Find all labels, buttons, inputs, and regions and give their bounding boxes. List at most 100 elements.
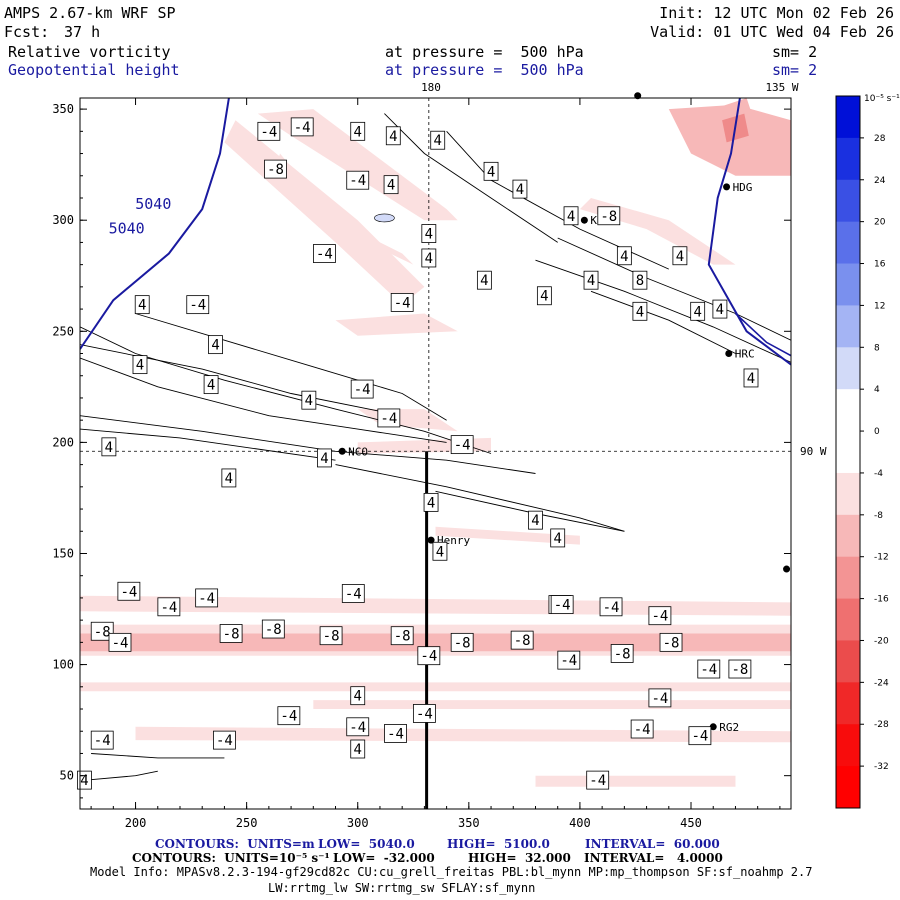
contour-label: 4 [528,510,543,530]
station-dot [580,216,588,224]
contour-label-box [383,175,399,195]
contour-label-text: -8 [514,633,531,649]
contour-label: -4 [630,719,654,739]
colorbar-tick-label: 4 [874,385,880,395]
contour-label-box [557,650,581,670]
x-tick-label: 300 [347,816,369,830]
colorbar-segment [836,724,860,767]
contour-label-box [697,659,721,679]
colorbar-tick-label: 16 [874,260,886,270]
contour-label-text: 4 [436,544,444,560]
vorticity-contour [590,290,736,354]
contour-label: -4 [213,730,236,750]
contour-label-box [421,224,437,243]
contour-label-text: 4 [567,209,575,225]
contour-label: -4 [648,606,672,626]
contour-label-box [385,126,401,146]
contour-label: 4 [208,335,223,355]
contour-label: 4 [134,295,150,315]
contour-label-text: -8 [614,646,631,662]
contour-label-box [290,117,314,137]
contour-label: -4 [257,121,281,141]
colorbar-tick-label: -32 [874,762,889,772]
x-tick-label: 400 [569,816,591,830]
contour-label: -8 [659,632,683,652]
contour-label-text: 4 [354,689,362,705]
contour-label-box [132,355,148,375]
contour-label-text: -4 [589,773,606,789]
contour-label-box [350,379,374,399]
contour-label-text: -4 [349,720,366,736]
contour-label-box [583,270,599,290]
x-tick-label: 250 [236,816,258,830]
colorbar: 10⁻⁵ s⁻¹ 28 24 20 16 12 8 4 0 -4 -8 -12 -16 -20 -24 -28… [835,94,900,809]
contour-label-text: 4 [425,227,433,243]
contour-label-text: -8 [265,622,282,638]
y-tick-label: 100 [52,658,74,672]
station-label-rg2: RG2 [719,721,739,734]
contour-label: -4 [341,584,365,603]
colorbar-segment [836,347,860,390]
vorticity-contour [86,770,158,781]
height-contour-low: LOW= 5040.0 [318,837,415,851]
contour-label: -4 [290,117,314,137]
contour-label-text: 4 [693,304,701,320]
contour-label-box [648,606,672,626]
contour-label-box [350,121,366,141]
geopotential-label: 5040 [135,195,171,213]
colorbar-segment [836,305,860,348]
field1-name: Relative vorticity [8,43,171,61]
contour-label-text: 4 [211,338,219,354]
contour-label: -4 [90,730,114,750]
contour-label-text: -4 [603,600,620,616]
x-tick-label: 350 [458,816,480,830]
contour-label: -8 [450,632,474,652]
contour-label: 4 [432,541,448,561]
vorticity-contour [335,464,625,532]
contour-label-text: 4 [553,531,561,547]
field1-level: at pressure = 500 hPa [385,43,584,61]
contour-label-box [512,179,528,199]
contour-label-box [134,295,150,315]
contour-label-box [261,619,285,639]
contour-label: 4 [583,270,599,290]
vorticity-contour [80,428,336,461]
contour-label: 4 [221,468,237,488]
vorticity-contour [557,237,791,341]
contour-label: 4 [616,246,632,266]
contour-label: 4 [690,301,706,321]
contour-label-text: -4 [316,247,333,263]
contour-label-text: 8 [636,273,644,289]
contour-label-box [90,621,114,641]
colorbar-segment [836,179,860,223]
vorticity-contour-lines [80,113,791,781]
contour-label-text: -8 [454,635,471,651]
contour-label-box [450,435,474,455]
station-dot [783,565,791,573]
colorbar-tick-label: -24 [874,678,889,688]
contour-label-text: -4 [345,586,362,602]
station-label-hdg: HDG [733,181,753,194]
colorbar-segment [836,472,860,516]
contour-label-box [586,770,610,790]
vorticity-contour [80,344,381,412]
contour-label-text: 4 [434,133,442,149]
contour-label: -4 [550,595,574,614]
contour-label: -8 [261,619,285,639]
contour-label-box [195,588,219,608]
contour-label-text: -4 [651,691,668,707]
contour-label: 4 [421,224,437,243]
colorbar-segment [836,514,860,558]
contour-label-text: -8 [323,629,340,645]
contour-label-box [550,595,574,614]
station-dot [723,183,731,191]
contour-label-box [672,246,688,266]
station-dot [709,723,717,731]
contour-label-box [90,730,114,750]
contour-label: -4 [108,632,132,652]
contour-label-box [203,375,219,395]
contour-label-text: -8 [663,635,680,651]
field1-smoothing: sm= 2 [772,43,818,61]
contour-label: 4 [350,739,366,759]
stations: NCOKLNHDGHRCHenryRG2 [338,92,791,734]
